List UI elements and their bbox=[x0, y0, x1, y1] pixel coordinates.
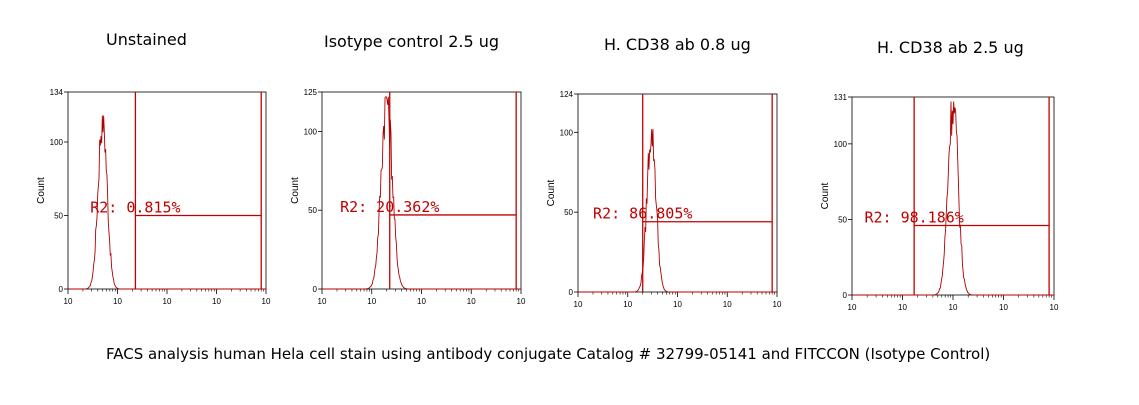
x-tick-label: 10 bbox=[64, 297, 73, 306]
histogram-series bbox=[322, 96, 521, 290]
y-tick-label: 131 bbox=[834, 93, 848, 102]
panel-title-3: H. CD38 ab 0.8 ug bbox=[604, 35, 751, 54]
y-axis-title: Count bbox=[36, 177, 47, 204]
plot-frame bbox=[851, 96, 1055, 296]
x-tick-label: 10 bbox=[1050, 303, 1059, 312]
y-tick-label: 100 bbox=[834, 140, 848, 149]
x-tick-label: 10 bbox=[163, 297, 172, 306]
gate-label: R2: 0.815% bbox=[90, 198, 180, 216]
y-tick-label: 50 bbox=[838, 215, 847, 224]
histogram-chart-2: 0 50 100 125 Count 10 10 10 10 10 R2: 20.362% bbox=[290, 88, 526, 306]
x-tick-label: 10 bbox=[999, 303, 1008, 312]
panel-title-2: Isotype control 2.5 ug bbox=[324, 32, 500, 51]
x-tick-label: 10 bbox=[367, 297, 376, 306]
y-tick-label: 50 bbox=[564, 208, 573, 217]
y-axis-title: Count bbox=[290, 177, 301, 204]
y-tick-label: 50 bbox=[54, 211, 63, 220]
x-tick-label: 10 bbox=[417, 297, 426, 306]
y-tick-label: 0 bbox=[569, 288, 574, 297]
y-axis-title: Count bbox=[546, 179, 557, 206]
x-tick-label: 10 bbox=[113, 297, 122, 306]
x-tick-label: 10 bbox=[848, 303, 857, 312]
plot-frame bbox=[321, 91, 522, 290]
x-tick-label: 10 bbox=[773, 300, 782, 309]
y-tick-label: 125 bbox=[304, 88, 318, 97]
x-tick-label: 10 bbox=[723, 300, 732, 309]
gate-label: R2: 86.805% bbox=[593, 205, 692, 223]
gate-label: R2: 98.186% bbox=[864, 208, 963, 226]
y-tick-label: 0 bbox=[313, 285, 318, 294]
histogram-chart-4: 0 50 100 131 Count 10 10 10 10 10 R2: 98.186% bbox=[820, 93, 1059, 312]
x-tick-label: 10 bbox=[517, 297, 526, 306]
y-tick-label: 100 bbox=[50, 138, 64, 147]
histogram-chart-1: 0 50 100 134 Count 10 10 10 10 10 R2: 0.815% bbox=[36, 88, 271, 306]
x-tick-label: 10 bbox=[318, 297, 327, 306]
y-tick-label: 100 bbox=[304, 127, 318, 136]
x-tick-label: 10 bbox=[574, 300, 583, 309]
y-tick-label: 0 bbox=[843, 291, 848, 300]
panel-title-4: H. CD38 ab 2.5 ug bbox=[877, 38, 1024, 57]
plot-frame bbox=[577, 93, 778, 293]
y-tick-label: 124 bbox=[560, 90, 574, 99]
x-tick-label: 10 bbox=[467, 297, 476, 306]
x-tick-label: 10 bbox=[212, 297, 221, 306]
histogram-series bbox=[68, 115, 266, 290]
histogram-series bbox=[578, 129, 777, 293]
figure-caption: FACS analysis human Hela cell stain usin… bbox=[106, 345, 991, 363]
histogram-series bbox=[852, 101, 1054, 296]
x-tick-label: 10 bbox=[898, 303, 907, 312]
y-tick-label: 0 bbox=[59, 285, 64, 294]
x-tick-label: 10 bbox=[262, 297, 271, 306]
histogram-chart-3: 0 50 100 124 Count 10 10 10 10 10 R2: 86.805% bbox=[546, 90, 782, 309]
y-tick-label: 50 bbox=[308, 206, 317, 215]
y-tick-label: 134 bbox=[50, 88, 64, 97]
x-tick-label: 10 bbox=[623, 300, 632, 309]
x-tick-label: 10 bbox=[949, 303, 958, 312]
panel-title-1: Unstained bbox=[106, 30, 187, 49]
gate-label: R2: 20.362% bbox=[340, 198, 439, 216]
x-tick-label: 10 bbox=[673, 300, 682, 309]
y-axis-title: Count bbox=[820, 182, 831, 209]
y-tick-label: 100 bbox=[560, 128, 574, 137]
